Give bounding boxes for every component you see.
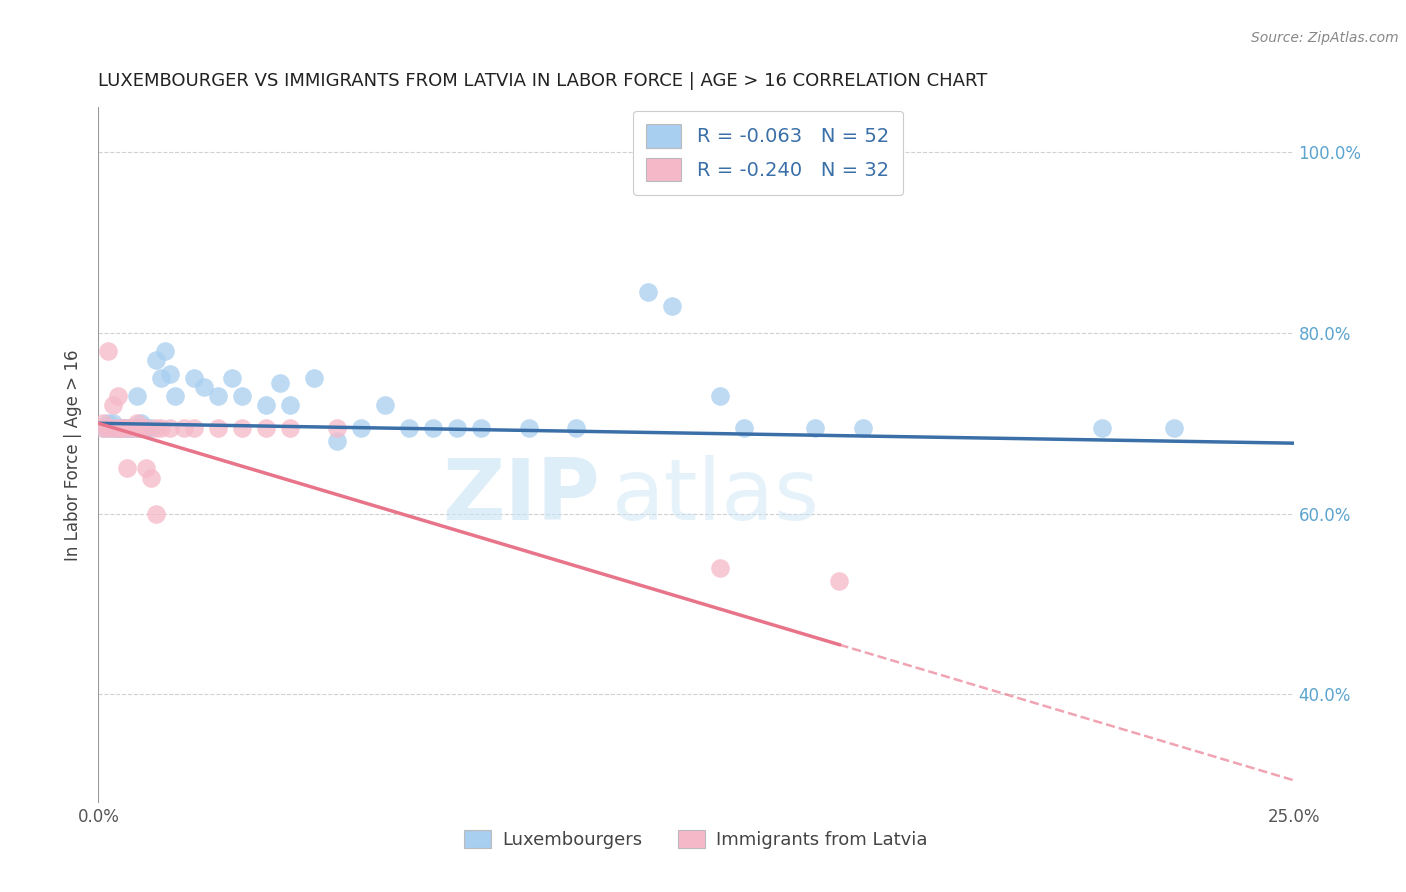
Point: [326, 421, 349, 435]
Point: [149, 371, 172, 385]
Point: [101, 417, 124, 431]
Point: [661, 299, 683, 313]
Point: [852, 421, 875, 435]
Point: [350, 421, 373, 435]
Point: [115, 461, 138, 475]
Point: [97, 421, 120, 435]
Point: [1163, 421, 1185, 435]
Point: [101, 398, 124, 412]
Text: Source: ZipAtlas.com: Source: ZipAtlas.com: [1251, 31, 1399, 45]
Point: [709, 389, 731, 403]
Point: [446, 421, 468, 435]
Point: [254, 421, 277, 435]
Point: [139, 470, 162, 484]
Point: [107, 421, 129, 435]
Point: [91, 417, 114, 431]
Point: [733, 421, 755, 435]
Point: [231, 389, 253, 403]
Point: [115, 421, 138, 435]
Point: [91, 421, 114, 435]
Point: [145, 507, 167, 521]
Point: [125, 421, 148, 435]
Point: [231, 421, 253, 435]
Legend: Luxembourgers, Immigrants from Latvia: Luxembourgers, Immigrants from Latvia: [457, 822, 935, 856]
Point: [135, 421, 157, 435]
Point: [145, 421, 167, 435]
Point: [278, 398, 301, 412]
Text: LUXEMBOURGER VS IMMIGRANTS FROM LATVIA IN LABOR FORCE | AGE > 16 CORRELATION CHA: LUXEMBOURGER VS IMMIGRANTS FROM LATVIA I…: [98, 72, 988, 90]
Point: [115, 421, 138, 435]
Point: [470, 421, 492, 435]
Point: [107, 389, 129, 403]
Point: [135, 421, 157, 435]
Point: [125, 421, 148, 435]
Point: [135, 461, 157, 475]
Point: [111, 421, 134, 435]
Point: [107, 421, 129, 435]
Point: [183, 371, 205, 385]
Text: ZIP: ZIP: [443, 455, 600, 538]
Point: [828, 574, 851, 589]
Point: [145, 353, 167, 368]
Y-axis label: In Labor Force | Age > 16: In Labor Force | Age > 16: [65, 349, 83, 561]
Point: [422, 421, 444, 435]
Point: [115, 421, 138, 435]
Point: [97, 344, 120, 359]
Point: [121, 421, 143, 435]
Point: [107, 421, 129, 435]
Point: [101, 421, 124, 435]
Point: [111, 421, 134, 435]
Point: [131, 417, 153, 431]
Point: [97, 421, 120, 435]
Point: [163, 389, 186, 403]
Point: [1091, 421, 1114, 435]
Point: [398, 421, 420, 435]
Point: [517, 421, 540, 435]
Point: [125, 417, 148, 431]
Point: [207, 389, 229, 403]
Point: [804, 421, 827, 435]
Point: [565, 421, 588, 435]
Point: [637, 285, 659, 300]
Point: [111, 421, 134, 435]
Point: [159, 367, 181, 381]
Point: [159, 421, 181, 435]
Point: [121, 421, 143, 435]
Point: [149, 421, 172, 435]
Point: [125, 389, 148, 403]
Point: [155, 344, 177, 359]
Point: [91, 421, 114, 435]
Point: [221, 371, 243, 385]
Point: [183, 421, 205, 435]
Point: [111, 421, 134, 435]
Point: [709, 561, 731, 575]
Point: [139, 421, 162, 435]
Point: [302, 371, 325, 385]
Point: [101, 421, 124, 435]
Point: [131, 421, 153, 435]
Point: [269, 376, 291, 390]
Point: [125, 421, 148, 435]
Point: [207, 421, 229, 435]
Point: [193, 380, 215, 394]
Text: atlas: atlas: [613, 455, 820, 538]
Point: [97, 417, 120, 431]
Point: [374, 398, 396, 412]
Point: [254, 398, 277, 412]
Point: [121, 421, 143, 435]
Point: [326, 434, 349, 449]
Point: [278, 421, 301, 435]
Point: [131, 421, 153, 435]
Point: [173, 421, 195, 435]
Point: [135, 421, 157, 435]
